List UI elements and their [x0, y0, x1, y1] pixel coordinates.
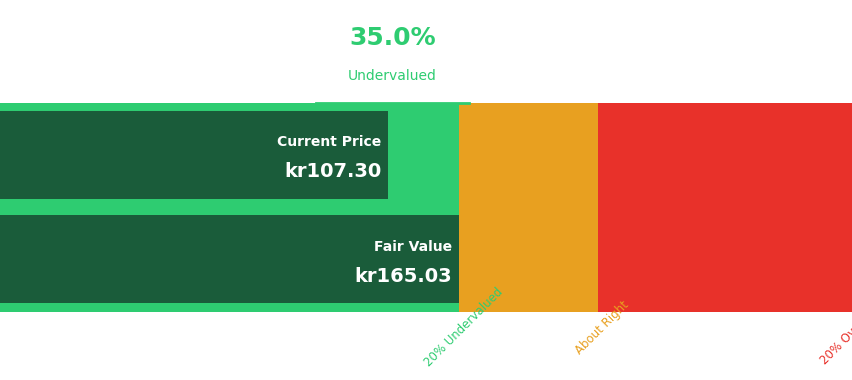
Text: kr165.03: kr165.03 [354, 267, 452, 286]
Text: 20% Overvalued: 20% Overvalued [817, 288, 852, 367]
Bar [458, 103, 597, 312]
Text: Fair Value: Fair Value [373, 240, 452, 254]
Bar [0, 111, 388, 199]
Bar [0, 103, 458, 312]
Text: About Right: About Right [573, 298, 631, 357]
Text: Current Price: Current Price [277, 135, 381, 149]
Bar [0, 215, 458, 303]
Text: kr107.30: kr107.30 [284, 162, 381, 181]
Text: 20% Undervalued: 20% Undervalued [421, 286, 504, 369]
Bar [597, 103, 852, 312]
Text: 35.0%: 35.0% [348, 26, 435, 50]
Text: Undervalued: Undervalued [348, 69, 436, 83]
